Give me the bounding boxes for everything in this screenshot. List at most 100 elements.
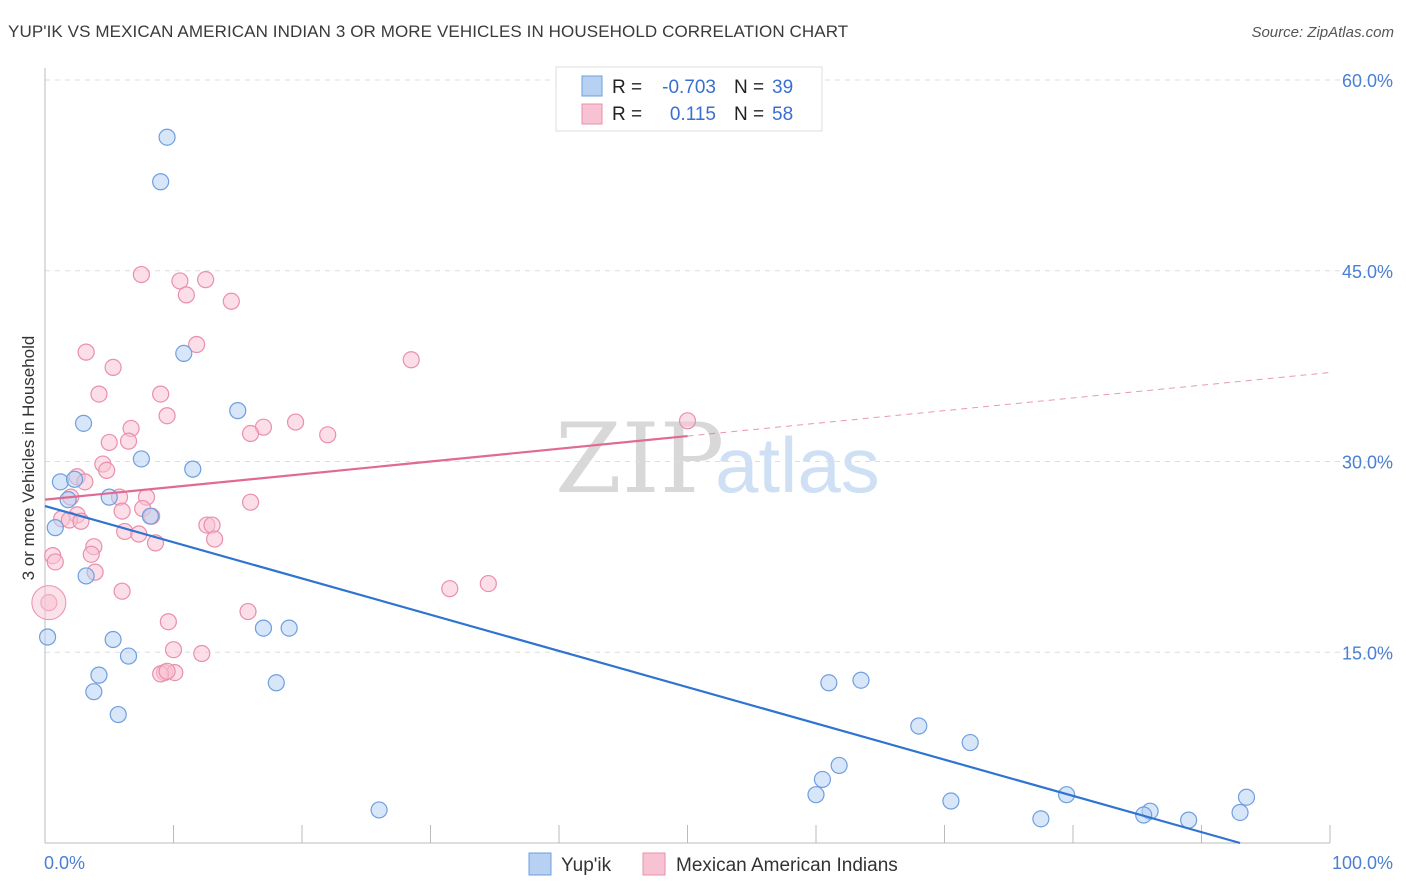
point-yupik [280,619,298,637]
point-yupik [1180,811,1198,829]
legend-r-value-2: 0.115 [670,104,716,125]
point-yupik [807,786,825,804]
point-mexican [132,265,150,284]
bottom-legend-swatch-mexican [642,852,666,876]
point-mexican [197,271,215,289]
point-mexican [402,351,420,369]
legend-r-value-1: -0.703 [662,77,716,98]
point-mexican [319,426,337,444]
point-mexican [152,385,170,403]
point-mexican [206,530,224,548]
point-yupik [90,666,108,684]
point-yupik [370,801,388,819]
legend-swatch-mexican [581,103,603,125]
point-mexican [104,358,122,376]
x-tick-label-min: 0.0% [44,853,85,873]
point-mexican [158,407,176,425]
point-yupik [942,792,960,810]
trend-lines [44,371,1331,845]
point-yupik [100,488,118,506]
point-yupik [830,756,848,775]
bottom-legend-yupik: Yup'ik [561,855,612,876]
point-mexican [113,502,131,520]
point-yupik [152,173,170,191]
legend-n-label-1: N = [734,77,764,98]
point-yupik [910,717,928,735]
y-axis-label: 3 or more Vehicles in Household [19,336,38,581]
point-mexican [113,582,131,600]
x-tick-label-max: 100.0% [1332,853,1393,873]
point-yupik [158,128,176,146]
point-mexican [100,433,118,452]
point-mexican [441,580,459,598]
point-mexican [158,662,176,680]
axes [44,68,1331,844]
point-mexican [171,272,189,290]
point-yupik [74,414,93,432]
point-mexican [119,432,138,450]
point-yupik [1231,803,1249,822]
point-mexican [239,602,257,621]
point-yupik [132,450,150,468]
legend-n-value-1: 39 [772,77,793,98]
y-tick-label: 30.0% [1342,453,1393,473]
point-yupik [1237,788,1256,806]
bottom-legend-swatch-yupik [528,852,552,876]
point-mexican [159,613,177,631]
legend-n-value-2: 58 [772,104,793,125]
point-yupik [119,647,138,665]
point-yupik [813,770,832,789]
tick-labels: 15.0% 30.0% 45.0% 60.0% 0.0% 100.0% [44,71,1393,873]
point-yupik [38,628,57,646]
point-yupik [59,491,77,509]
point-yupik [961,733,979,752]
point-yupik [852,671,870,689]
point-yupik [820,674,838,692]
point-yupik [104,630,122,649]
point-mexican-large [31,585,67,621]
point-mexican [242,493,260,511]
point-mexican [242,424,260,443]
point-mexican [286,413,305,431]
y-tick-label: 45.0% [1342,262,1393,282]
point-yupik [184,460,202,478]
point-mexican [222,292,240,310]
point-yupik [77,567,95,585]
point-yupik [229,402,247,420]
point-yupik [109,705,127,724]
point-mexican [77,343,95,361]
legend-n-label-2: N = [734,104,764,125]
bottom-legend-mexican: Mexican American Indians [676,855,898,876]
bottom-legend: Yup'ik Mexican American Indians [528,852,898,876]
point-mexican [193,644,211,663]
point-mexican [479,574,497,593]
trend-line-mexican [44,434,688,501]
source-credit: Source: ZipAtlas.com [1251,24,1394,41]
y-tick-label: 15.0% [1342,643,1393,663]
legend-r-label-2: R = [612,104,642,125]
point-yupik [1032,810,1050,828]
grid-lines [45,79,1395,653]
point-yupik [175,344,193,363]
series-yupik [38,128,1256,829]
y-tick-label: 60.0% [1342,71,1393,91]
point-yupik [254,619,273,637]
point-mexican [98,461,116,480]
watermark-atlas: atlas [715,421,880,509]
point-mexican [46,553,64,571]
point-yupik [141,507,159,525]
watermark-zip: ZIP [555,403,724,515]
trend-line-yupik [44,504,1241,845]
point-mexican [90,385,108,403]
point-yupik [65,470,84,488]
point-mexican [177,286,195,304]
point-mexican [164,641,183,659]
point-mexican [678,412,697,430]
chart-title: YUP'IK VS MEXICAN AMERICAN INDIAN 3 OR M… [8,22,849,41]
legend: R = -0.703 N = 39 R = 0.115 N = 58 [555,66,823,132]
point-yupik [267,674,285,692]
point-yupik [51,473,70,491]
point-yupik [85,683,103,701]
point-yupik [46,519,64,537]
